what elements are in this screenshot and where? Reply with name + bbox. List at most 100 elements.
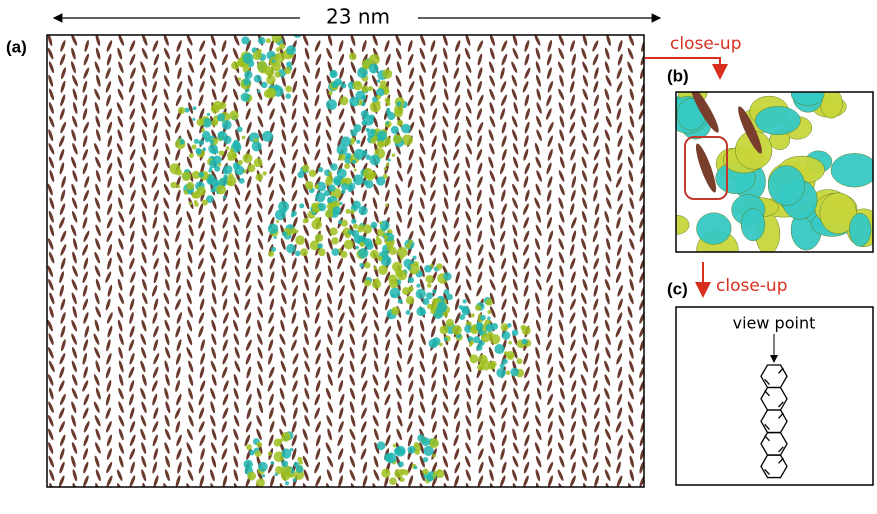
molecule <box>118 360 125 373</box>
molecule <box>94 102 101 115</box>
molecule <box>617 339 624 352</box>
density-blob <box>396 101 401 106</box>
density-blob <box>228 157 232 161</box>
molecule <box>372 197 379 210</box>
molecule <box>547 40 553 53</box>
density-blob <box>211 188 215 192</box>
molecule <box>291 271 299 284</box>
molecule <box>59 40 66 53</box>
molecule <box>464 265 472 278</box>
molecule <box>593 393 601 406</box>
molecule <box>617 298 624 311</box>
molecule <box>197 325 204 338</box>
molecule <box>198 393 205 406</box>
molecule <box>198 461 205 474</box>
density-blob <box>261 82 267 88</box>
molecule <box>163 74 171 87</box>
molecule <box>245 257 253 270</box>
molecule <box>441 224 448 237</box>
density-blob <box>443 312 448 317</box>
molecule <box>407 203 414 216</box>
molecule <box>547 148 554 161</box>
molecule <box>186 265 193 278</box>
molecule <box>373 210 380 223</box>
molecule <box>337 298 344 311</box>
molecule <box>118 428 125 441</box>
molecule <box>627 47 635 60</box>
molecule <box>234 197 241 210</box>
molecule <box>302 115 310 128</box>
molecule <box>569 366 576 379</box>
molecule <box>128 108 136 121</box>
molecule <box>383 40 390 53</box>
molecule <box>198 80 205 93</box>
molecule <box>268 434 275 447</box>
density-blob <box>340 96 349 105</box>
molecule <box>106 203 113 216</box>
molecule <box>581 469 588 482</box>
molecule <box>128 203 135 216</box>
molecule <box>337 448 344 461</box>
molecule <box>199 53 207 66</box>
molecule <box>384 53 391 66</box>
density-blob <box>385 97 391 103</box>
density-blob <box>305 181 313 189</box>
molecule <box>267 352 274 365</box>
molecule <box>128 352 135 365</box>
molecule <box>465 428 471 441</box>
molecule <box>292 325 300 338</box>
molecule <box>141 210 147 223</box>
density-blob <box>446 319 454 327</box>
molecule <box>442 374 448 387</box>
molecule <box>558 129 565 142</box>
molecule <box>106 475 114 488</box>
molecule <box>325 346 332 359</box>
molecule <box>477 257 484 270</box>
molecule <box>615 420 623 433</box>
density-blob <box>237 126 243 132</box>
density-blob <box>275 210 286 221</box>
molecule <box>175 271 181 284</box>
molecule <box>535 278 543 291</box>
molecule <box>408 67 415 80</box>
molecule <box>429 189 437 202</box>
molecule <box>47 129 54 142</box>
molecule <box>59 393 67 406</box>
molecule <box>72 238 78 251</box>
density-blob <box>384 453 393 462</box>
molecule <box>511 88 518 101</box>
molecule <box>465 469 472 482</box>
molecule <box>627 183 634 196</box>
molecule <box>245 230 252 243</box>
molecule <box>278 401 286 414</box>
molecule <box>593 148 601 161</box>
molecule <box>81 244 89 257</box>
molecule <box>233 306 241 319</box>
molecule <box>582 482 589 495</box>
molecule <box>628 102 635 115</box>
density-blob <box>357 227 363 233</box>
density-blob <box>286 244 295 253</box>
molecule <box>431 352 438 365</box>
molecule <box>47 238 55 251</box>
molecule <box>210 360 218 373</box>
molecule <box>523 67 531 80</box>
molecule <box>454 189 461 202</box>
density-blob <box>251 27 255 31</box>
molecule <box>48 210 55 223</box>
molecule <box>244 271 252 284</box>
molecule <box>569 148 576 161</box>
molecule <box>372 292 380 305</box>
molecule <box>82 312 89 325</box>
density-blob <box>510 368 519 377</box>
molecule <box>151 284 158 297</box>
density-blob <box>262 131 273 142</box>
density-blob <box>247 164 255 172</box>
molecule <box>117 306 125 319</box>
molecule <box>140 346 147 359</box>
density-blob <box>276 220 279 223</box>
molecule <box>464 156 470 169</box>
molecule <box>152 189 160 202</box>
molecule <box>222 312 230 325</box>
molecule <box>116 469 124 482</box>
